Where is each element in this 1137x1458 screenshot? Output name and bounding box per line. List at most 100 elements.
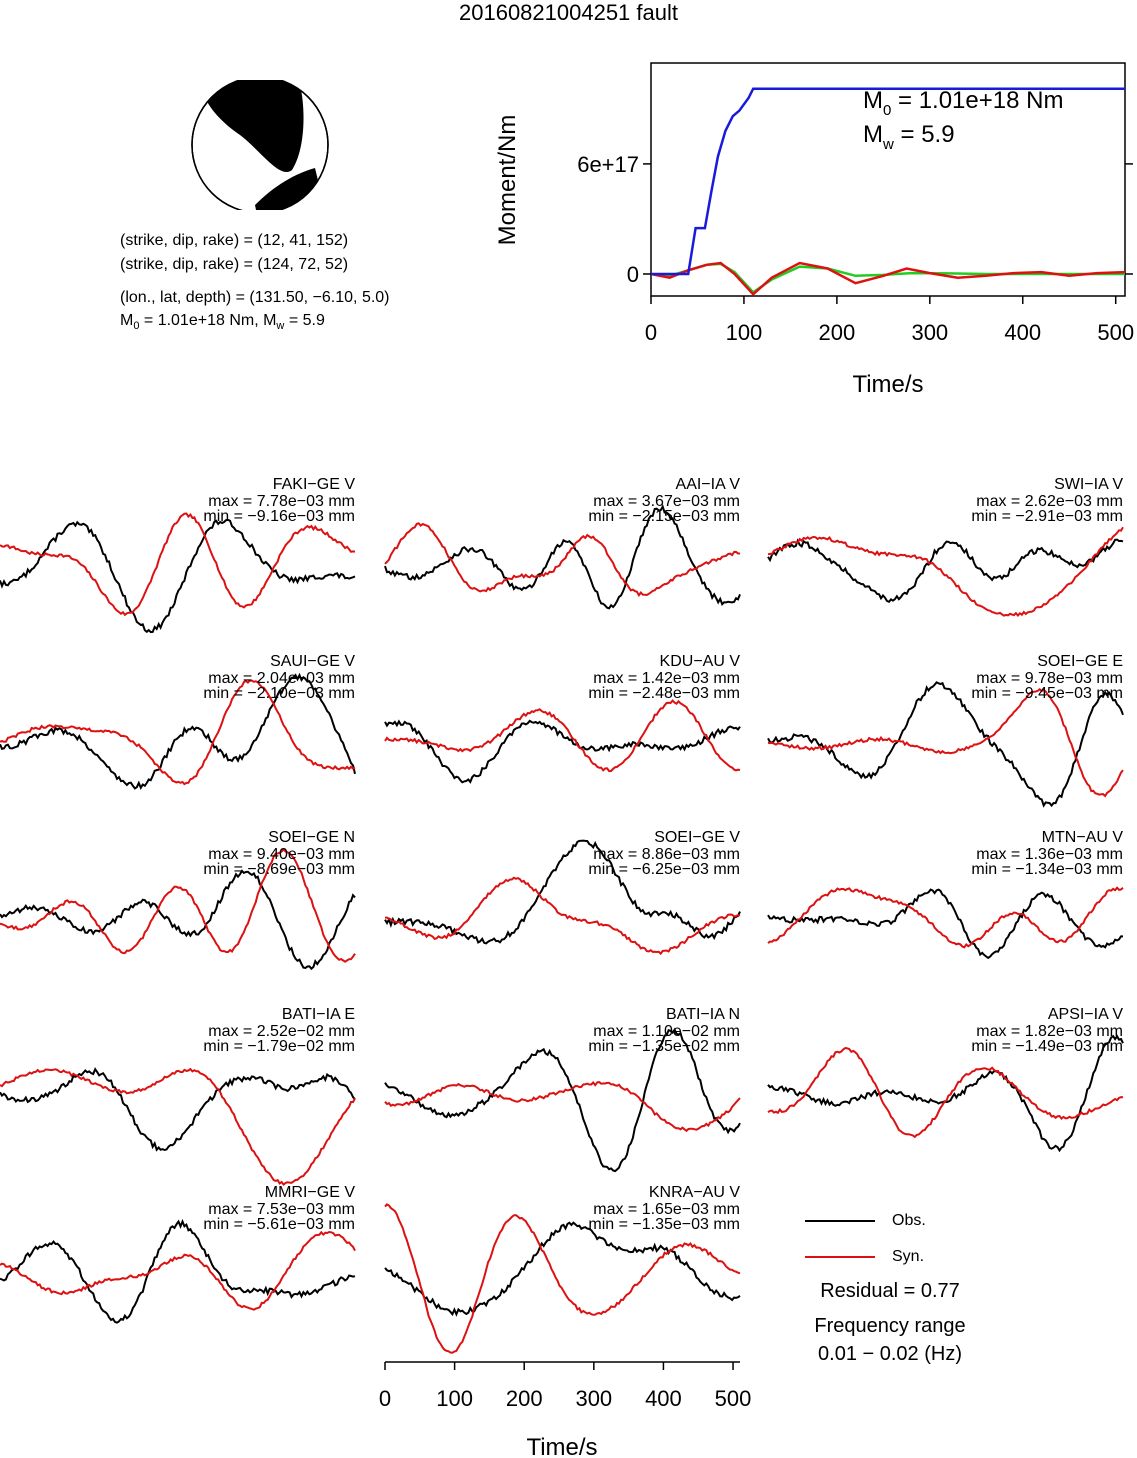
trace-station-text: BATI−IA N [666, 1006, 740, 1023]
frequency-value: 0.01 − 0.02 (Hz) [818, 1343, 962, 1365]
trace-obs-line [767, 538, 1124, 603]
trace-syn-line [0, 1230, 356, 1311]
trace-station-text: SOEI−GE V [654, 829, 740, 846]
time-axis-tick-label: 500 [715, 1386, 752, 1411]
trace-obs-line [384, 1221, 741, 1317]
trace-syn-line [0, 847, 356, 963]
trace-syn-line [0, 1067, 356, 1187]
trace-max-text: max = 8.86e−03 mm [593, 846, 740, 863]
plane1-text: (strike, dip, rake) = (12, 41, 152) [120, 232, 349, 249]
trace-obs-line [767, 888, 1123, 960]
moment-series-0 [650, 262, 1125, 294]
moment-ytick-label: 0 [627, 262, 639, 287]
trace-obs-line [0, 869, 356, 971]
moment-chart: 0 6e+17 0 100 200 300 400 500 Moment/Nm Time/s… [494, 62, 1134, 398]
trace-max-text: max = 1.42e−03 mm [593, 670, 740, 687]
mw-annotation: Mw = 5.9 [863, 121, 955, 153]
trace-station-text: SOEI−GE N [268, 829, 355, 846]
trace-station-text: APSI−IA V [1047, 1006, 1123, 1023]
trace-max-text: max = 1.36e−03 mm [976, 846, 1123, 863]
moment-xtick-label: 400 [1004, 320, 1041, 345]
time-axis-tick-label: 300 [575, 1386, 612, 1411]
moment-xtick-label: 200 [819, 320, 856, 345]
trace-station-text: FAKI−GE V [272, 476, 355, 493]
moment-xtick-label: 500 [1097, 320, 1134, 345]
trace-station-text: SAUI−GE V [270, 653, 355, 670]
moment-xlabel: Time/s [852, 371, 923, 398]
trace-max-text: max = 2.62e−03 mm [976, 493, 1123, 510]
frequency-label: Frequency range [814, 1315, 966, 1337]
trace-min-text: min = −2.91e−03 mm [971, 508, 1123, 525]
beachball-icon [191, 80, 329, 210]
trace-station-text: AAI−IA V [675, 476, 740, 493]
legend [805, 1220, 875, 1258]
chart-title: 20160821004251 fault [459, 0, 678, 25]
waveform-grid: 0 100 200 300 400 500 Time/s [0, 504, 1124, 1458]
trace-obs-line [0, 672, 356, 791]
time-axis-tick-label: 0 [379, 1386, 391, 1411]
trace-max-text: max = 1.82e−03 mm [976, 1023, 1123, 1040]
trace-min-text: min = −9.16e−03 mm [203, 508, 355, 525]
trace-max-text: max = 1.65e−03 mm [593, 1201, 740, 1218]
residual-text: Residual = 0.77 [820, 1280, 960, 1302]
trace-obs-line [0, 518, 356, 634]
trace-min-text: min = −1.35e−02 mm [588, 1038, 740, 1055]
trace-max-text: max = 7.78e−03 mm [208, 493, 355, 510]
trace-min-text: min = −1.49e−03 mm [971, 1038, 1123, 1055]
trace-obs-line [384, 719, 741, 784]
trace-station-text: SOEI−GE E [1037, 653, 1123, 670]
trace-syn-line [767, 526, 1124, 618]
moment-xtick-label: 0 [645, 320, 657, 345]
trace-syn-line [384, 1080, 741, 1133]
moment-series-1 [650, 261, 1126, 296]
trace-max-text: max = 9.40e−03 mm [208, 846, 355, 863]
trace-min-text: min = −8.69e−03 mm [203, 861, 355, 878]
trace-syn-line [384, 1203, 741, 1354]
moment-magnitude-text: M0 = 1.01e+18 Nm, Mw = 5.9 [120, 312, 325, 333]
trace-station-text: SWI−IA V [1054, 476, 1123, 493]
trace-min-text: min = −2.10e−03 mm [203, 685, 355, 702]
trace-max-text: max = 1.10e−02 mm [593, 1023, 740, 1040]
moment-plot-frame [650, 62, 1126, 297]
trace-syn-line [767, 886, 1124, 949]
trace-station-text: BATI−IA E [281, 1006, 355, 1023]
trace-station-text: KDU−AU V [659, 653, 740, 670]
trace-max-text: max = 9.78e−03 mm [976, 670, 1123, 687]
trace-station-text: MTN−AU V [1041, 829, 1123, 846]
time-axis-tick-label: 400 [645, 1386, 682, 1411]
trace-obs-line [384, 504, 741, 610]
trace-station-text: KNRA−AU V [648, 1184, 740, 1201]
trace-syn-line [384, 522, 741, 598]
trace-station-text: MMRI−GE V [264, 1184, 355, 1201]
trace-syn-line [385, 876, 741, 956]
moment-ylabel: Moment/Nm [494, 115, 521, 246]
trace-syn-line [767, 687, 1124, 798]
m0-annotation: M0 = 1.01e+18 Nm [863, 87, 1063, 119]
trace-min-text: min = −9.45e−03 mm [971, 685, 1123, 702]
trace-min-text: min = −1.34e−03 mm [971, 861, 1123, 878]
trace-syn-line [384, 699, 741, 773]
moment-xtick-label: 100 [726, 320, 763, 345]
trace-min-text: min = −2.15e−03 mm [588, 508, 740, 525]
trace-min-text: min = −2.48e−03 mm [588, 685, 740, 702]
legend-obs-label: Obs. [892, 1212, 926, 1229]
plane2-text: (strike, dip, rake) = (124, 72, 52) [120, 256, 349, 273]
trace-min-text: min = −1.35e−03 mm [588, 1216, 740, 1233]
moment-xtick-label: 300 [911, 320, 948, 345]
time-axis-tick-label: 200 [506, 1386, 543, 1411]
trace-min-text: min = −6.25e−03 mm [588, 861, 740, 878]
